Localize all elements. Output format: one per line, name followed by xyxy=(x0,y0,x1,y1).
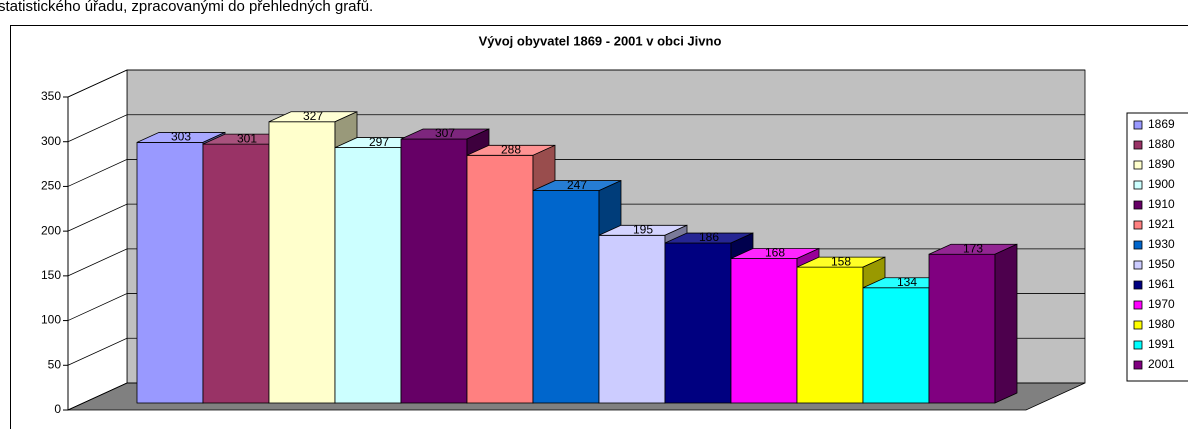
legend-label: 1921 xyxy=(1148,217,1175,231)
legend-label: 1869 xyxy=(1148,117,1175,131)
legend-label: 1910 xyxy=(1148,197,1175,211)
legend-label: 1970 xyxy=(1148,297,1175,311)
value-label: 186 xyxy=(699,230,719,244)
y-tick-label: 250 xyxy=(41,179,61,193)
legend-swatch xyxy=(1133,240,1143,250)
bar xyxy=(928,253,996,404)
bar xyxy=(532,190,600,404)
legend-swatch xyxy=(1133,340,1143,350)
grid-line xyxy=(67,203,1085,232)
bar xyxy=(598,234,666,404)
value-label: 303 xyxy=(171,130,191,144)
value-label: 297 xyxy=(369,135,389,149)
y-tick-label: 100 xyxy=(41,313,61,327)
legend-label: 1980 xyxy=(1148,317,1175,331)
legend-label: 1991 xyxy=(1148,337,1175,351)
grid-line xyxy=(67,114,1085,143)
grid-line xyxy=(67,69,1085,98)
legend-swatch xyxy=(1133,260,1143,270)
bar xyxy=(466,154,534,404)
bar xyxy=(202,143,270,404)
legend-swatch xyxy=(1133,300,1143,310)
value-label: 327 xyxy=(303,109,323,123)
legend-label: 1961 xyxy=(1148,277,1175,291)
value-label: 247 xyxy=(567,178,587,192)
legend-label: 1900 xyxy=(1148,177,1175,191)
grid-line xyxy=(67,159,1085,187)
value-label: 301 xyxy=(237,131,257,145)
y-tick-label: 200 xyxy=(41,223,61,237)
legend-swatch xyxy=(1133,140,1143,150)
y-tick-label: 0 xyxy=(54,402,61,416)
bar xyxy=(862,287,930,404)
value-label: 134 xyxy=(897,275,917,289)
y-tick-label: 300 xyxy=(41,134,61,148)
bar xyxy=(730,258,798,404)
chart-title: Vývoj obyvatel 1869 - 2001 v obci Jivno xyxy=(479,33,722,48)
bar xyxy=(664,242,732,404)
value-label: 168 xyxy=(765,246,785,260)
y-tick-label: 50 xyxy=(48,357,62,371)
legend-swatch xyxy=(1133,220,1143,230)
bar xyxy=(136,142,204,404)
bar xyxy=(268,121,336,404)
legend-label: 2001 xyxy=(1148,357,1175,371)
bar xyxy=(796,266,864,404)
intro-text: statistického úřadu, zpracovanými do pře… xyxy=(0,0,373,15)
value-label: 158 xyxy=(831,254,851,268)
legend-label: 1950 xyxy=(1148,257,1175,271)
value-label: 195 xyxy=(633,222,653,236)
value-label: 307 xyxy=(435,126,455,140)
value-label: 288 xyxy=(501,142,521,156)
legend-swatch xyxy=(1133,180,1143,190)
bar-side xyxy=(994,243,1018,404)
y-tick-label: 150 xyxy=(41,268,61,282)
legend-label: 1890 xyxy=(1148,157,1175,171)
y-tick-label: 350 xyxy=(41,89,61,103)
legend-swatch xyxy=(1133,360,1143,370)
bar xyxy=(400,138,468,404)
legend-label: 1930 xyxy=(1148,237,1175,251)
legend-swatch xyxy=(1133,320,1143,330)
legend-swatch xyxy=(1133,200,1143,210)
bar xyxy=(334,147,402,404)
legend-swatch xyxy=(1133,280,1143,290)
value-label: 173 xyxy=(963,241,983,255)
side-wall xyxy=(67,69,128,411)
legend-swatch xyxy=(1133,120,1143,130)
legend-swatch xyxy=(1133,160,1143,170)
legend-label: 1880 xyxy=(1148,137,1175,151)
